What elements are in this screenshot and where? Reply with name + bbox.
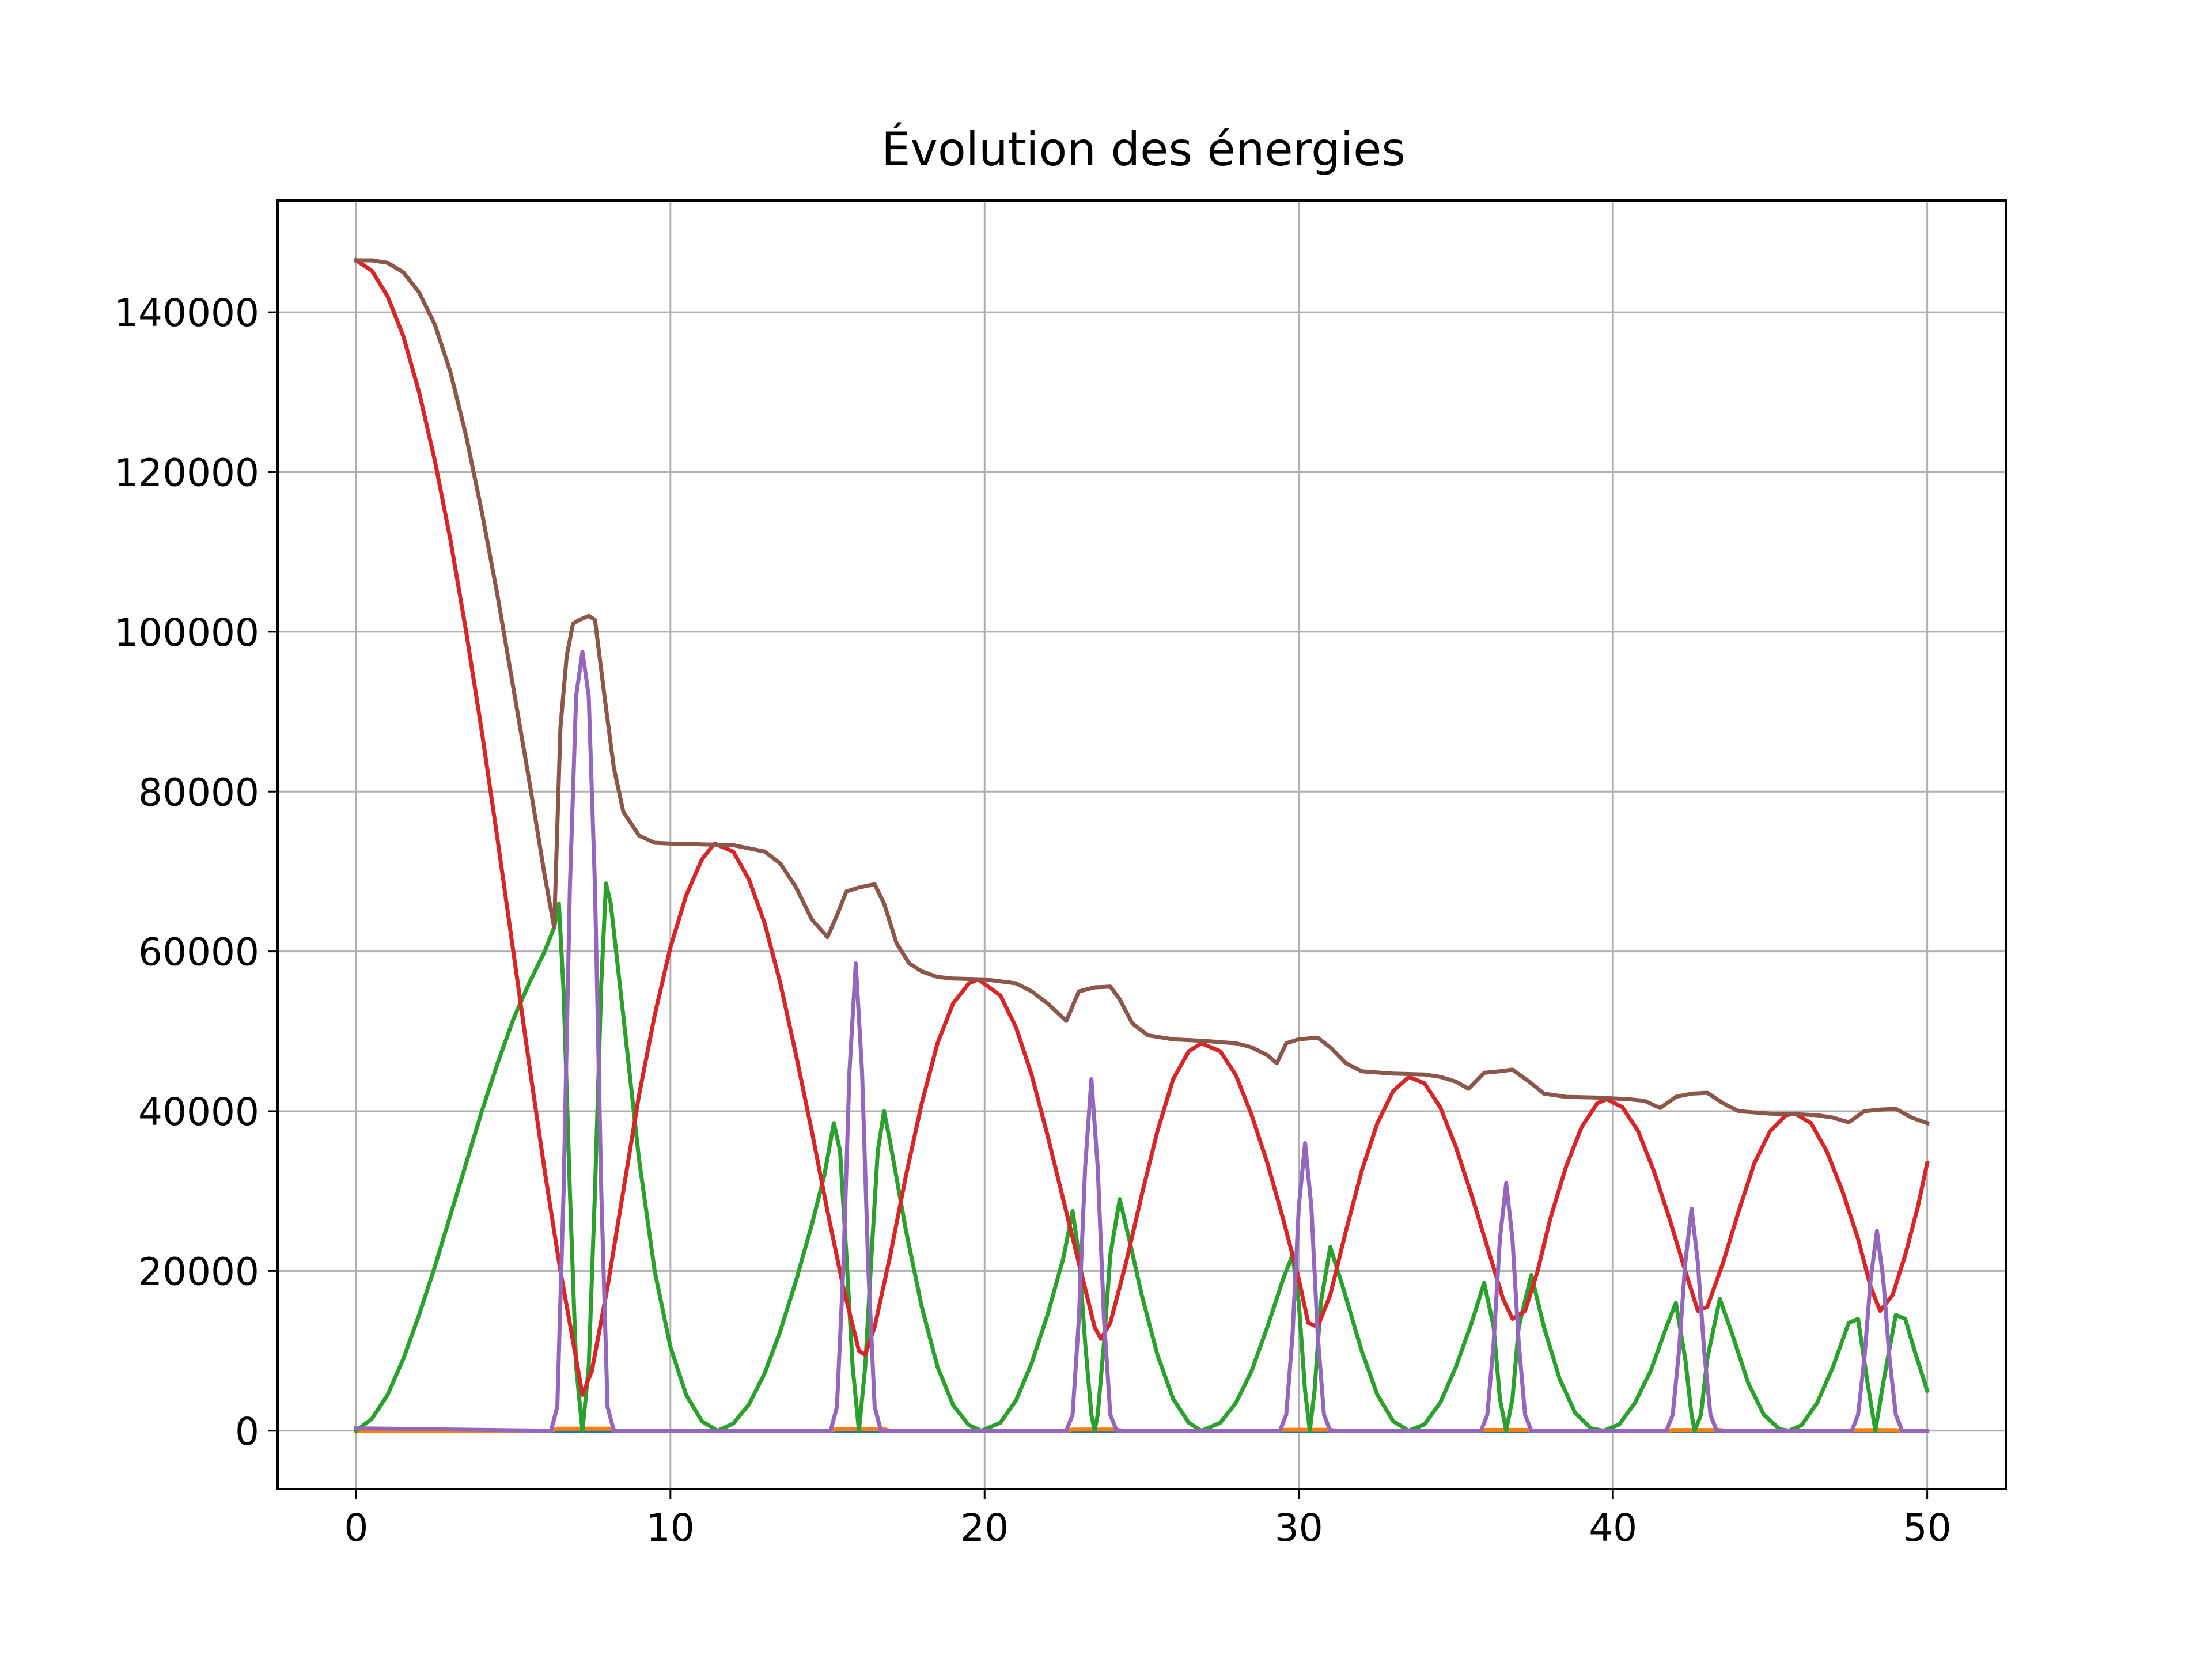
y-axis: 0 20000 40000 60000 80000 100000 120000 140000 — [114, 291, 278, 1454]
series-line-3 — [353, 881, 1930, 1434]
chart-title: Évolution des énergies — [881, 122, 1406, 176]
y-tick-label: 20000 — [138, 1249, 259, 1294]
y-tick-label: 60000 — [138, 930, 259, 975]
y-tick-label: 0 — [235, 1410, 259, 1454]
y-tick-label: 120000 — [114, 451, 259, 495]
series-line-5 — [354, 650, 1930, 1433]
series-lines — [353, 257, 1930, 1434]
x-tick-label: 30 — [1275, 1506, 1323, 1550]
x-tick-label: 20 — [960, 1506, 1009, 1550]
y-tick-label: 140000 — [114, 291, 259, 335]
x-tick-label: 0 — [344, 1506, 368, 1550]
x-tick-label: 10 — [646, 1506, 695, 1550]
y-tick-label: 80000 — [138, 770, 259, 815]
x-axis: 0 10 20 30 40 50 — [344, 1489, 1952, 1550]
series-line-6 — [354, 258, 1930, 1126]
x-tick-label: 50 — [1903, 1506, 1952, 1550]
plot-frame — [276, 199, 2007, 1490]
y-tick-label: 40000 — [138, 1090, 259, 1134]
y-tick-label: 100000 — [114, 611, 259, 655]
x-tick-label: 40 — [1589, 1506, 1637, 1550]
